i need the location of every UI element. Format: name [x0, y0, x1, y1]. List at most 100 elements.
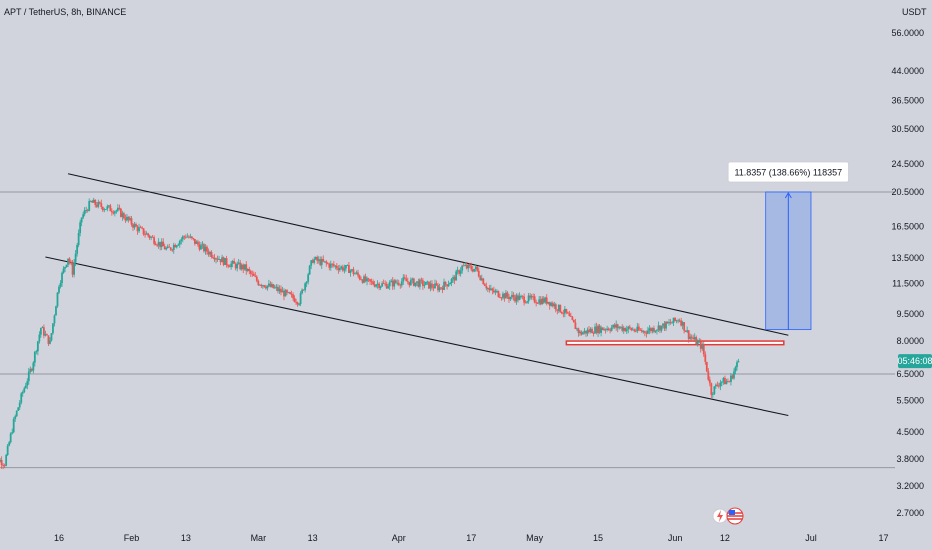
candle-body — [675, 320, 678, 322]
candle-body — [521, 295, 524, 297]
candle-body — [8, 442, 11, 446]
candle-body — [505, 292, 507, 299]
candle-body — [381, 283, 384, 287]
candle-body — [190, 236, 193, 239]
candle-body — [412, 278, 415, 286]
candle-body — [663, 323, 666, 329]
candle-body — [503, 293, 506, 299]
price-tick-label: 8.0000 — [896, 336, 924, 346]
candle-body — [343, 268, 346, 271]
candle-body — [85, 210, 88, 211]
candle-body — [329, 263, 332, 268]
candle-body — [183, 236, 186, 238]
candle-body — [337, 268, 340, 271]
candle-body — [588, 329, 590, 332]
candle-body — [113, 211, 116, 214]
candle-body — [640, 330, 643, 332]
measure-arrow-head — [784, 192, 792, 199]
candle-body — [631, 329, 634, 331]
candle-body — [360, 278, 362, 280]
candle-body — [47, 335, 50, 344]
candle-body — [64, 266, 66, 269]
candle-body — [295, 301, 297, 303]
candle-body — [17, 407, 20, 411]
candle-body — [346, 265, 349, 266]
candle-body — [577, 328, 580, 334]
candle-body — [415, 281, 418, 283]
candle-body — [184, 236, 187, 238]
flash-icon[interactable] — [712, 508, 728, 524]
candle-body — [405, 278, 408, 282]
candle-body — [690, 336, 693, 338]
candle-body — [254, 275, 257, 277]
candle-body — [651, 328, 654, 332]
candle-body — [556, 309, 559, 311]
price-tick-label: 20.5000 — [891, 187, 924, 197]
candle-body — [224, 258, 226, 265]
candle-body — [625, 329, 628, 332]
candle-body — [426, 281, 429, 283]
candle-body — [725, 381, 728, 385]
candle-body — [683, 322, 686, 331]
candle-body — [579, 331, 581, 334]
candle-body — [50, 333, 53, 341]
candle-body — [557, 304, 560, 311]
candle-body — [476, 266, 479, 271]
candle-body — [206, 246, 208, 252]
candle-body — [272, 284, 275, 289]
time-tick-label: Feb — [124, 533, 140, 543]
candle-body — [319, 259, 322, 266]
candle-body — [9, 433, 12, 443]
candle-body — [35, 351, 38, 353]
candle-body — [681, 322, 684, 326]
candle-body — [264, 287, 267, 289]
time-tick-label: 16 — [54, 533, 64, 543]
candle-body — [414, 282, 417, 286]
candle-body — [408, 281, 411, 286]
candle-body — [492, 290, 495, 293]
candle-body — [384, 283, 387, 285]
candle-body — [109, 205, 112, 212]
candle-body — [545, 297, 548, 304]
candle-body — [239, 262, 242, 270]
candle-body — [29, 369, 32, 372]
candle-body — [728, 381, 731, 383]
candle-body — [591, 328, 593, 334]
candle-body — [727, 381, 729, 382]
candle-body — [444, 281, 447, 285]
candle-body — [722, 377, 725, 382]
candle-body — [269, 283, 272, 287]
candle-body — [720, 381, 723, 383]
candle-body — [585, 330, 587, 334]
candle-body — [539, 299, 542, 305]
candle-body — [704, 354, 707, 362]
candle-body — [175, 245, 178, 248]
candle-body — [672, 317, 675, 323]
channel-upper-line — [67, 173, 789, 336]
candle-body — [607, 328, 610, 330]
candle-body — [482, 278, 485, 285]
candle-body — [246, 268, 249, 271]
candle-body — [382, 283, 385, 285]
candle-body — [70, 262, 72, 264]
candle-body — [653, 328, 655, 332]
candle-body — [71, 263, 74, 275]
candle-body — [73, 262, 75, 275]
candle-body — [370, 281, 373, 283]
candle-body — [49, 340, 51, 344]
candle-body — [429, 283, 432, 289]
candle-body — [677, 320, 679, 322]
candle-body — [203, 244, 205, 252]
us-flag-icon[interactable] — [726, 507, 744, 525]
candle-body — [420, 279, 423, 281]
candle-body — [417, 281, 420, 287]
candle-body — [192, 238, 195, 239]
candle-body — [348, 265, 350, 273]
price-tick-label: 24.5000 — [891, 159, 924, 169]
candle-body — [464, 265, 467, 266]
candle-body — [480, 278, 483, 281]
candle-body — [219, 259, 222, 263]
candle-body — [62, 268, 65, 273]
candle-body — [305, 281, 308, 284]
